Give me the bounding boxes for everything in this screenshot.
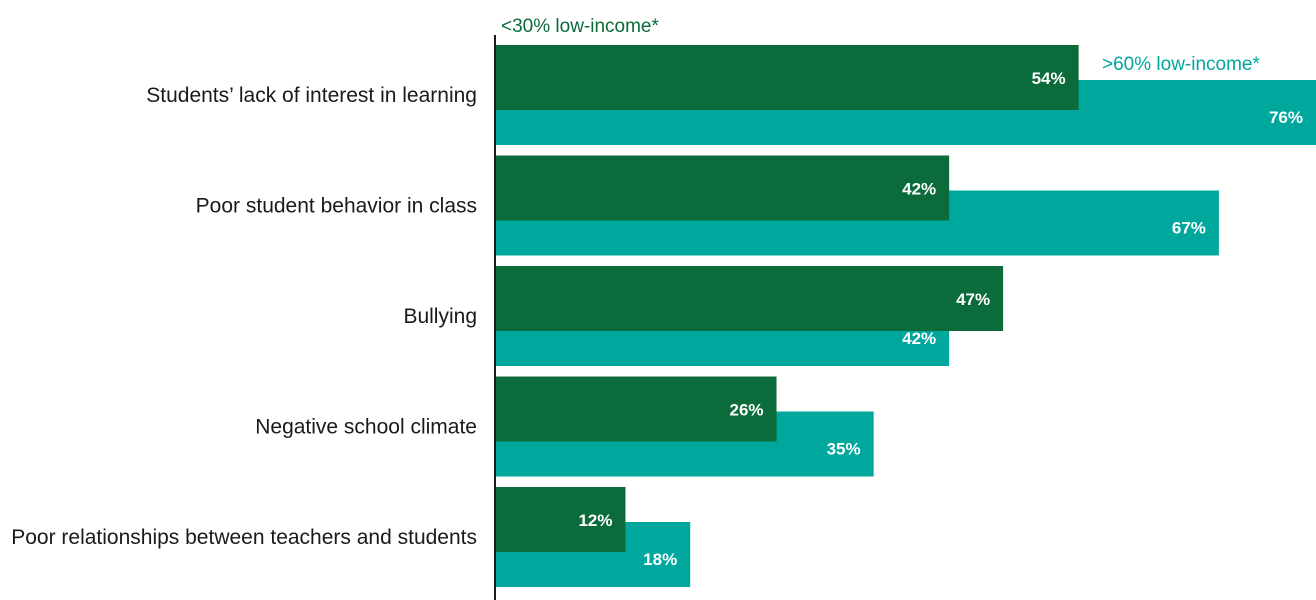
category-label: Poor student behavior in class [196, 195, 477, 218]
category-label: Negative school climate [255, 416, 477, 439]
value-label-series-1: 42% [902, 180, 936, 199]
bar-series-1 [496, 487, 626, 552]
category-label: Poor relationships between teachers and … [11, 526, 477, 549]
bars-layer [496, 45, 1316, 587]
legend-series-1: <30% low-income* [501, 16, 659, 37]
labels-layer: Students’ lack of interest in learning 54… [11, 69, 1303, 569]
bar-series-1 [496, 266, 1004, 331]
category-label: Students’ lack of interest in learning [146, 84, 477, 107]
value-label-series-2: 35% [827, 440, 861, 459]
legend-series-2: >60% low-income* [1102, 54, 1260, 75]
value-label-series-1: 26% [729, 401, 763, 420]
bar-series-1 [496, 155, 950, 221]
value-label-series-1: 54% [1032, 69, 1066, 88]
category-label: Bullying [403, 305, 477, 328]
value-label-series-2: 42% [902, 329, 936, 348]
value-label-series-1: 12% [578, 511, 612, 530]
value-label-series-1: 47% [956, 290, 990, 309]
bar-series-1 [496, 376, 777, 442]
bar-series-1 [496, 45, 1079, 110]
value-label-series-2: 67% [1172, 219, 1206, 238]
value-label-series-2: 76% [1269, 108, 1303, 127]
value-label-series-2: 18% [643, 550, 677, 569]
